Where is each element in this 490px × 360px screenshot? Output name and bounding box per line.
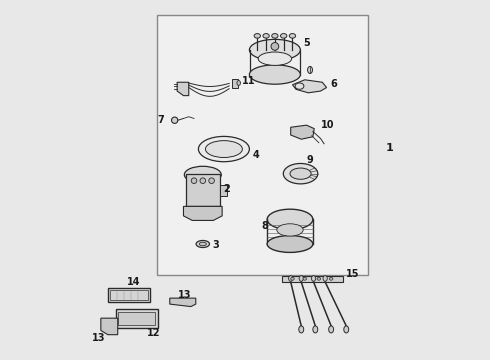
Bar xyxy=(282,276,343,282)
Ellipse shape xyxy=(323,276,327,281)
Bar xyxy=(157,15,368,275)
Ellipse shape xyxy=(329,326,334,333)
Bar xyxy=(110,290,147,300)
Ellipse shape xyxy=(267,209,313,230)
Ellipse shape xyxy=(199,242,206,246)
Text: 3: 3 xyxy=(213,240,220,251)
Ellipse shape xyxy=(312,276,316,281)
Polygon shape xyxy=(232,79,238,87)
Bar xyxy=(220,185,227,196)
Polygon shape xyxy=(170,298,196,307)
Ellipse shape xyxy=(249,39,300,60)
Text: 8: 8 xyxy=(261,221,268,231)
Text: 9: 9 xyxy=(307,155,314,165)
Text: 1: 1 xyxy=(386,143,393,153)
Polygon shape xyxy=(101,318,118,335)
Ellipse shape xyxy=(205,141,243,157)
Ellipse shape xyxy=(196,240,210,248)
Ellipse shape xyxy=(283,163,318,184)
Ellipse shape xyxy=(191,178,197,184)
Ellipse shape xyxy=(344,326,349,333)
Text: 10: 10 xyxy=(321,120,335,130)
Ellipse shape xyxy=(308,67,313,73)
Text: 15: 15 xyxy=(346,269,359,279)
Polygon shape xyxy=(291,125,314,139)
Text: 4: 4 xyxy=(253,150,260,161)
Bar xyxy=(119,312,155,325)
Ellipse shape xyxy=(237,81,241,85)
Ellipse shape xyxy=(290,168,311,179)
Ellipse shape xyxy=(258,52,292,66)
Text: 7: 7 xyxy=(158,114,165,125)
Polygon shape xyxy=(183,206,222,220)
Text: 5: 5 xyxy=(304,38,311,48)
Bar xyxy=(108,288,150,302)
Ellipse shape xyxy=(267,235,313,252)
Ellipse shape xyxy=(299,276,303,281)
Ellipse shape xyxy=(299,326,304,333)
Ellipse shape xyxy=(200,178,206,184)
Bar xyxy=(116,309,158,328)
Text: 13: 13 xyxy=(177,289,191,300)
Ellipse shape xyxy=(209,178,215,184)
Text: 12: 12 xyxy=(147,328,161,338)
Text: 13: 13 xyxy=(92,333,105,343)
Ellipse shape xyxy=(291,278,294,280)
Ellipse shape xyxy=(184,166,221,183)
Ellipse shape xyxy=(280,33,287,38)
Ellipse shape xyxy=(289,276,293,281)
Ellipse shape xyxy=(303,278,307,280)
Ellipse shape xyxy=(263,33,270,38)
Text: 14: 14 xyxy=(127,277,141,287)
Ellipse shape xyxy=(272,33,278,38)
Bar xyxy=(186,174,220,206)
Ellipse shape xyxy=(249,65,300,84)
Ellipse shape xyxy=(313,326,318,333)
Polygon shape xyxy=(177,82,189,96)
Ellipse shape xyxy=(295,83,304,89)
Text: 2: 2 xyxy=(223,184,230,194)
Ellipse shape xyxy=(277,224,303,236)
Text: 6: 6 xyxy=(330,79,337,89)
Text: 11: 11 xyxy=(242,76,256,86)
Ellipse shape xyxy=(271,42,279,50)
Ellipse shape xyxy=(289,33,295,38)
Ellipse shape xyxy=(172,117,178,123)
Ellipse shape xyxy=(329,278,333,280)
Ellipse shape xyxy=(198,136,249,162)
Polygon shape xyxy=(293,80,326,93)
Ellipse shape xyxy=(317,278,320,280)
Ellipse shape xyxy=(254,33,261,38)
